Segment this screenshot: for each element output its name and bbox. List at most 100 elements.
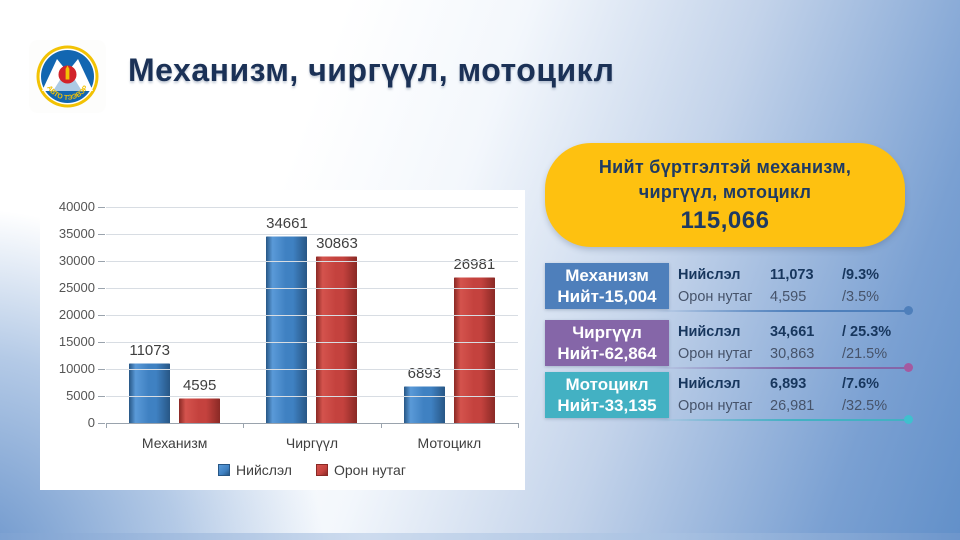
gridline [106,288,518,289]
bar-value-label: 11073 [129,342,170,360]
legend-swatch-icon [315,464,328,476]
y-axis-labels: 0 5000 10000 15000 20000 25000 30000 35000 40000 [40,190,98,490]
y-tick-label: 25000 [58,280,95,295]
divider-line [655,363,913,372]
gridline [106,423,518,424]
y-tick [98,261,105,262]
bar-fill [129,363,171,423]
y-tick-label: 20000 [58,307,95,322]
stat-total: Нийт-62,864 [557,344,657,363]
stat-total: Нийт-33,135 [557,396,657,415]
stat-row-trailer: Чиргүүл Нийт-62,864 Нийслэл 34,661/ 25.3%… [545,320,913,372]
bar-value-label: 30863 [316,235,358,253]
bar-value-label: 4595 [182,377,217,395]
bottom-accent-bar [0,533,960,540]
legend-item: Орон нутаг [315,462,406,478]
bar: 34661 [266,215,308,423]
y-tick-label: 15000 [58,334,95,349]
stat-row-mechanism: Механизм Нийт-15,004 Нийслэл 11,073/9.3% … [545,263,913,315]
x-category-label: Чиргүүл [285,435,339,451]
capital-line: Нийслэл 11,073/9.3% [678,267,880,283]
legend-swatch-icon [218,464,231,476]
bar-fill [179,398,221,423]
rural-line: Орон нутаг 26,981/32.5% [678,398,888,414]
x-axis-labels: Механизм Чиргүүл Мотоцикл [106,435,518,451]
stat-box-motorcycle: Мотоцикл Нийт-33,135 [545,372,669,418]
bar-value-label: 26981 [453,256,496,274]
chart-legend: Нийслэл Орон нутаг [106,462,518,478]
bar: 4595 [179,377,221,423]
x-tick [380,423,382,428]
bar: 6893 [403,365,445,423]
rural-line: Орон нутаг 4,595/3.5% [678,289,880,305]
org-logo: АВТО ТЭЭВЭР [29,40,106,113]
gridline [106,369,518,370]
stat-details: Нийслэл 34,661/ 25.3% Орон нутаг 30,863/21… [678,321,912,365]
stat-row-motorcycle: Мотоцикл Нийт-33,135 Нийслэл 6,893/7.6% О… [545,372,913,424]
divider-line [655,415,913,424]
y-tick [98,369,105,370]
stat-total: Нийт-15,004 [557,287,657,306]
capital-line: Нийслэл 34,661/ 25.3% [678,324,892,340]
x-category-label: Механизм [141,435,208,451]
line-end-dot [904,415,913,424]
bar-value-label: 34661 [266,214,308,232]
legend-label: Нийслэл [236,462,292,478]
rural-line: Орон нутаг 30,863/21.5% [678,346,888,362]
bar-fill [453,277,495,423]
y-tick [98,315,105,316]
bar: 30863 [316,235,358,423]
stat-category: Мотоцикл [565,375,649,394]
slide-title: Механизм, чиргүүл, мотоцикл [128,52,615,88]
capital-line: Нийслэл 6,893/7.6% [678,376,880,392]
y-tick-label: 0 [87,415,95,430]
y-tick [98,288,105,289]
gridline [106,261,518,262]
line-end-dot [904,363,913,372]
bar-fill [403,385,445,423]
y-tick-label: 30000 [58,253,95,268]
x-tick [518,423,519,428]
bubble-text-line2: чиргүүл, мотоцикл [638,182,812,202]
stat-category: Механизм [565,266,649,285]
y-tick-label: 5000 [66,388,95,403]
transport-emblem-icon: АВТО ТЭЭВЭР [29,40,106,113]
y-tick [98,207,105,208]
gridline [106,315,518,316]
total-count: 115,066 [680,207,770,234]
total-registered-bubble: Нийт бүртгэлтэй механизм, чиргүүл, мотоц… [545,143,905,247]
bar-group: 6893 26981 [381,207,518,423]
gridline [106,207,518,208]
stat-details: Нийслэл 6,893/7.6% Орон нутаг 26,981/32.5% [678,373,912,417]
y-tick [98,423,105,424]
stat-box-mechanism: Механизм Нийт-15,004 [545,263,669,309]
stat-category: Чиргүүл [572,323,642,342]
gridline [106,342,518,343]
legend-item: Нийслэл [218,462,292,478]
bubble-text-line1: Нийт бүртгэлтэй механизм, [598,157,852,177]
bar: 11073 [129,342,171,423]
y-tick [98,234,105,235]
bar-group: 11073 4595 [106,207,243,423]
stat-box-trailer: Чиргүүл Нийт-62,864 [545,320,669,366]
y-tick-label: 40000 [58,199,95,214]
x-category-label: Мотоцикл [417,435,482,451]
y-tick [98,396,105,397]
x-tick [243,423,245,428]
y-tick-label: 35000 [58,226,95,241]
stat-details: Нийслэл 11,073/9.3% Орон нутаг 4,595/3.5% [678,264,912,308]
bar-series: 11073 4595 34661 30863 6893 26981 [106,207,518,423]
bar-group: 34661 30863 [243,207,380,423]
legend-label: Орон нутаг [333,462,406,478]
y-tick [98,342,105,343]
gridline [106,234,518,235]
bar-fill [266,235,308,423]
x-tick [106,423,107,428]
plot-area: 11073 4595 34661 30863 6893 26981 [98,207,519,428]
gridline [106,396,518,397]
bar-value-label: 6893 [407,364,441,382]
bar-fill [316,256,358,423]
line-end-dot [904,306,913,315]
bar-chart: 0 5000 10000 15000 20000 25000 30000 35000 40000… [40,190,525,490]
y-tick-label: 10000 [58,361,95,376]
